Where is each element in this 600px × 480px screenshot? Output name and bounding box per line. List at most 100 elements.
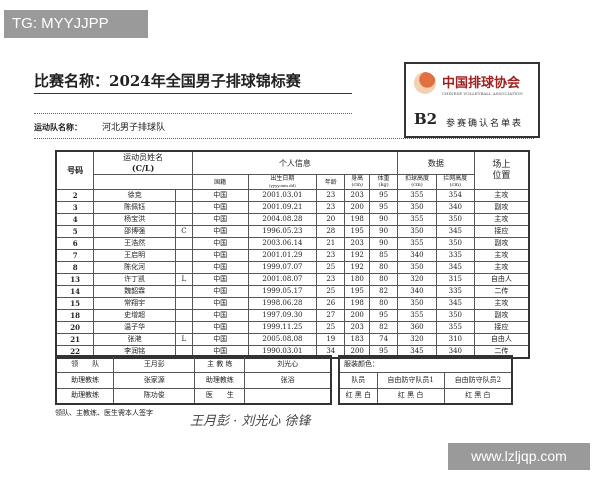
captain-libero: L xyxy=(174,273,193,286)
spike-height: 350 xyxy=(397,297,437,310)
logo-cn: 中国排球协会 xyxy=(442,76,521,91)
height: 198 xyxy=(344,213,371,226)
header-name-label: 运动员姓名 xyxy=(123,153,164,162)
kit-label: 服装颜色： xyxy=(338,355,513,373)
captain-libero xyxy=(174,213,193,226)
head-coach-label: 主 教 练 xyxy=(194,355,246,373)
player-name: 常翔宇 xyxy=(93,297,176,310)
age: 26 xyxy=(316,297,346,310)
block-height: 310 xyxy=(435,333,475,346)
block-label: 拦网高度 xyxy=(443,175,468,182)
nationality: 中国 xyxy=(191,261,249,274)
captain-libero: L xyxy=(174,333,193,346)
position: 接应 xyxy=(473,321,530,334)
player-number: 6 xyxy=(55,237,95,250)
position: 接应 xyxy=(473,225,530,238)
player-row: 21 张滟 L 中国 2005.08.08 19 183 74 320 310 自由人 xyxy=(55,333,530,346)
age: 28 xyxy=(316,225,346,238)
spike-height: 340 xyxy=(397,285,437,298)
height: 203 xyxy=(344,189,371,202)
nationality: 中国 xyxy=(191,225,249,238)
birth-date: 1999.11.25 xyxy=(247,321,318,334)
player-name: 许丁凯 xyxy=(93,273,176,286)
header-number: 号码 xyxy=(55,150,95,190)
player-row: 20 温子华 中国 1999.11.25 25 203 82 360 355 接应 xyxy=(55,321,530,334)
nationality: 中国 xyxy=(191,273,249,286)
player-number: 21 xyxy=(55,333,95,346)
weight-label: 体重 xyxy=(377,175,390,182)
nationality: 中国 xyxy=(191,285,249,298)
player-name: 史增超 xyxy=(93,309,176,322)
kit-libero1: 自由防守队员1 xyxy=(376,371,445,389)
position: 副攻 xyxy=(473,237,530,250)
kit-libero2: 自由防守队员2 xyxy=(443,371,513,389)
player-number: 18 xyxy=(55,309,95,322)
team-row: 运动队名称： 河北男子排球队 xyxy=(34,120,165,133)
height: 195 xyxy=(344,225,371,238)
spike-height: 320 xyxy=(397,273,437,286)
weight: 90 xyxy=(369,225,399,238)
block-height: 345 xyxy=(435,225,475,238)
age: 23 xyxy=(316,201,346,214)
nationality: 中国 xyxy=(191,189,249,202)
team-name: 河北男子排球队 xyxy=(102,123,166,133)
player-number: 5 xyxy=(55,225,95,238)
weight: 90 xyxy=(369,237,399,250)
player-row: 14 魏韶霖 中国 1999.05.17 25 195 82 340 335 二传 xyxy=(55,285,530,298)
weight: 85 xyxy=(369,249,399,262)
player-name: 王启明 xyxy=(93,249,176,262)
nationality: 中国 xyxy=(191,213,249,226)
birth-date: 1997.09.30 xyxy=(247,309,318,322)
player-name: 杨宝洪 xyxy=(93,213,176,226)
player-name: 陈佩钰 xyxy=(93,201,176,214)
height: 200 xyxy=(344,201,371,214)
weight: 90 xyxy=(369,213,399,226)
block-height: 315 xyxy=(435,273,475,286)
birth-date: 2004.08.28 xyxy=(247,213,318,226)
captain-libero xyxy=(174,321,193,334)
age: 20 xyxy=(316,213,346,226)
player-row: 2 徐克 中国 2001.03.01 23 203 95 355 354 主攻 xyxy=(55,189,530,202)
position: 主攻 xyxy=(473,297,530,310)
age: 27 xyxy=(316,309,346,322)
player-name: 王浩然 xyxy=(93,237,176,250)
weight: 95 xyxy=(369,309,399,322)
captain-libero xyxy=(174,285,193,298)
age: 23 xyxy=(316,249,346,262)
weight: 82 xyxy=(369,321,399,334)
spike-height: 355 xyxy=(397,189,437,202)
nationality: 中国 xyxy=(191,249,249,262)
player-row: 7 王启明 中国 2001.01.29 23 192 85 340 335 主攻 xyxy=(55,249,530,262)
player-row: 13 许丁凯 L 中国 2001.08.07 23 180 80 320 315 自由人 xyxy=(55,273,530,286)
position: 副攻 xyxy=(473,201,530,214)
spike-unit: (cm) xyxy=(411,182,423,188)
player-name: 陈化河 xyxy=(93,261,176,274)
divider xyxy=(34,113,352,114)
age: 21 xyxy=(316,237,346,250)
weight: 95 xyxy=(369,189,399,202)
birth-date: 2001.03.01 xyxy=(247,189,318,202)
birth-date: 1996.05.23 xyxy=(247,225,318,238)
weight: 80 xyxy=(369,273,399,286)
position: 主攻 xyxy=(473,189,530,202)
birth-format: (yyyy.mm.dd) xyxy=(268,183,296,188)
birth-date: 1998.06.28 xyxy=(247,297,318,310)
player-number: 4 xyxy=(55,213,95,226)
kit-color-3: 红 黑 白 xyxy=(443,387,513,405)
spike-height: 355 xyxy=(397,213,437,226)
volleyball-logo-icon xyxy=(414,72,436,94)
nationality: 中国 xyxy=(191,201,249,214)
player-number: 2 xyxy=(55,189,95,202)
leader-label: 领 队 xyxy=(55,355,115,373)
asst1-label: 助理教练 xyxy=(55,371,115,389)
form-code: B2 xyxy=(414,110,438,128)
age: 25 xyxy=(316,321,346,334)
birth-label: 出生日期 xyxy=(270,175,295,182)
staff-table: 领 队王月彭主 教 练刘光心 助理教练 张家源 助理教练 张浴 助理教练 陈功俊医 生 xyxy=(55,355,332,405)
asst3-label: 助理教练 xyxy=(55,387,115,405)
captain-libero xyxy=(174,261,193,274)
position: 二传 xyxy=(473,285,530,298)
block-height: 345 xyxy=(435,297,475,310)
height: 192 xyxy=(344,261,371,274)
player-row: 15 常翔宇 中国 1998.06.28 26 198 80 350 345 主攻 xyxy=(55,297,530,310)
